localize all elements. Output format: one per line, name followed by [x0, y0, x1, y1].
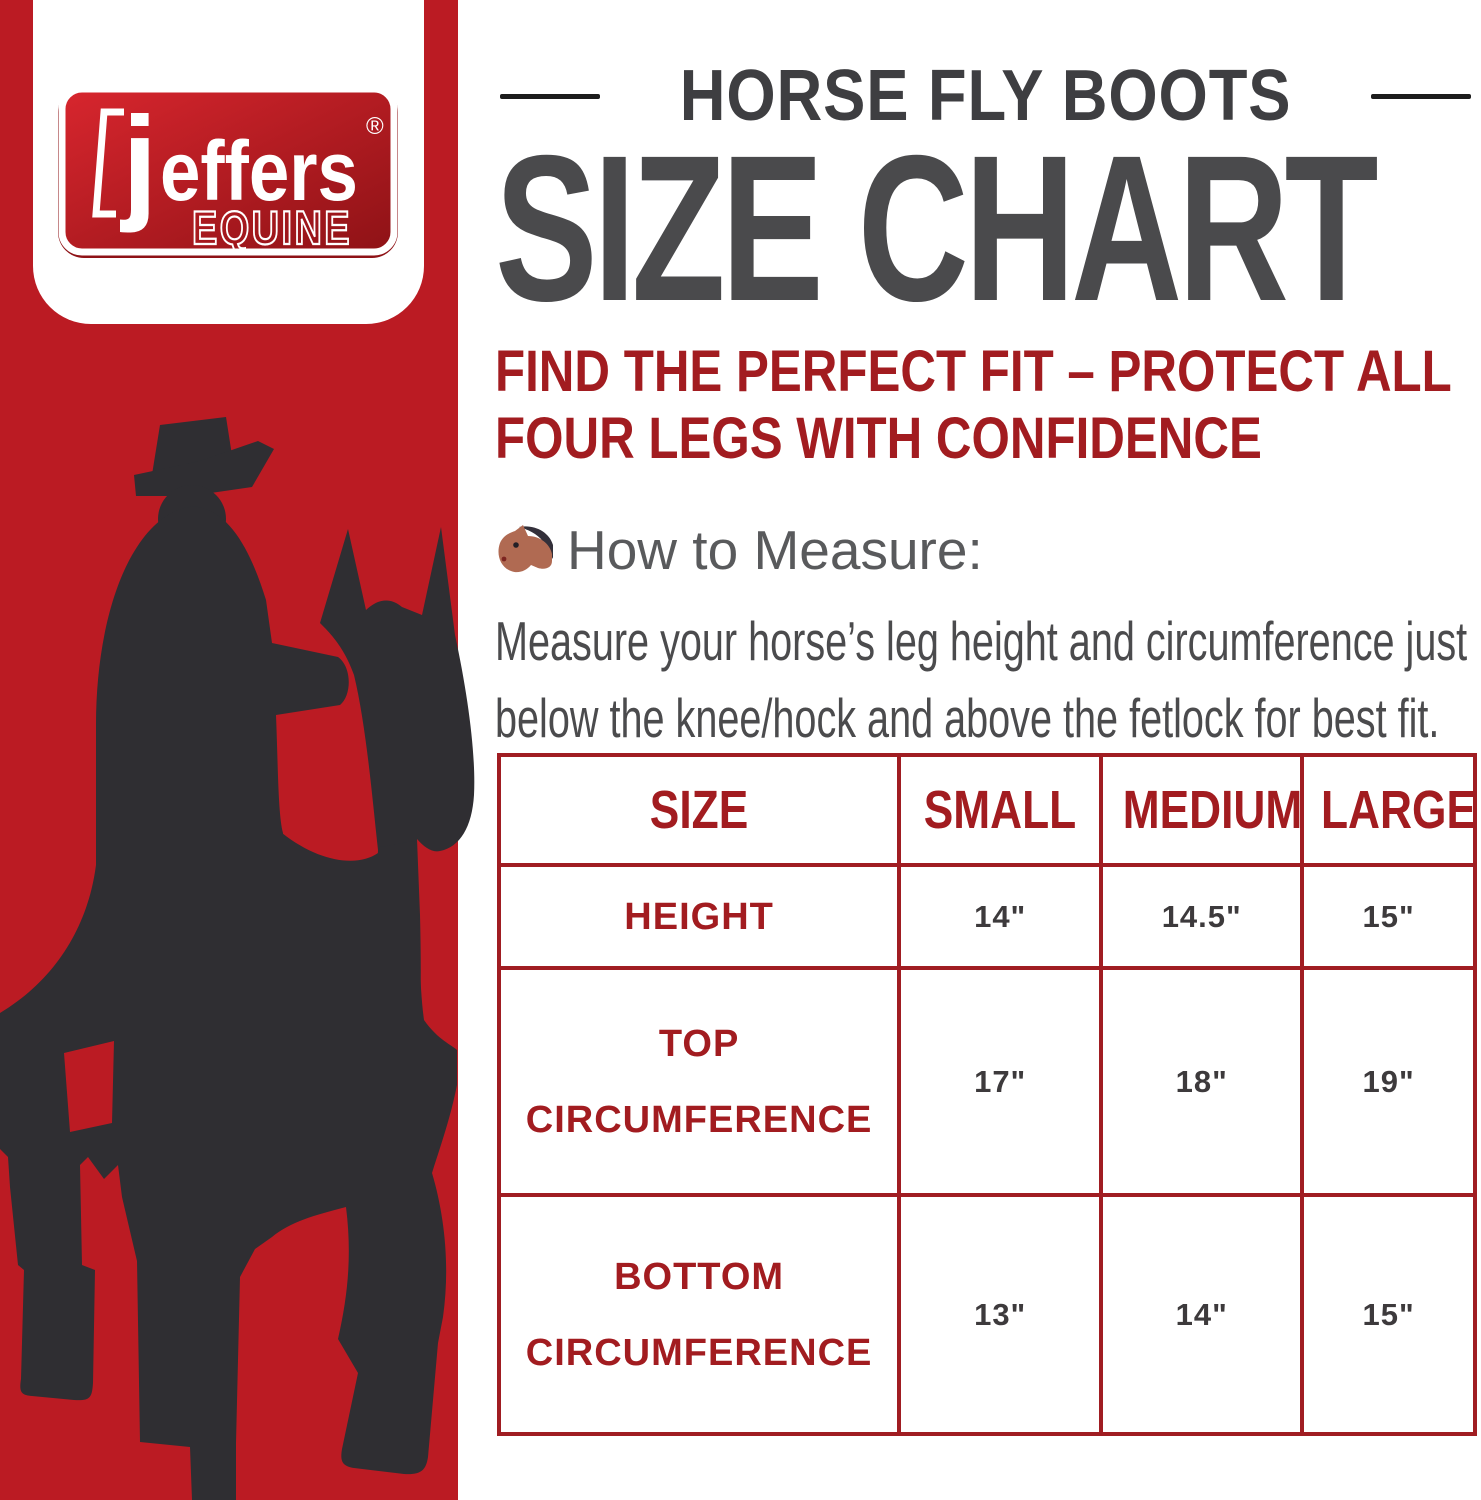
- logo-division: EQUINE: [192, 201, 352, 254]
- height-medium: 14.5": [1099, 863, 1305, 970]
- height-large: 15": [1300, 863, 1477, 970]
- page-title: SIZE CHART: [495, 113, 1379, 345]
- cowboy-hat-brim: [134, 441, 274, 496]
- col-header-size: SIZE: [496, 753, 902, 867]
- col-header-small: SMALL: [897, 753, 1104, 867]
- col-header-large: LARGE: [1300, 753, 1477, 867]
- bottom-circumference-large: 15": [1300, 1193, 1477, 1436]
- kicker-row: HORSE FLY BOOTS: [493, 55, 1478, 137]
- measure-instructions-line1: Measure your horse’s leg height and circ…: [495, 610, 1468, 672]
- horse-head: [320, 527, 475, 1125]
- height-small: 14": [897, 863, 1104, 970]
- bottom-circumference-medium: 14": [1099, 1193, 1305, 1436]
- right-dash: [1371, 93, 1472, 99]
- jeffers-equine-logo: j effers ® EQUINE: [58, 86, 398, 258]
- logo-initial: j: [120, 91, 158, 234]
- table-row-height: HEIGHT 14" 14.5" 15": [496, 863, 1477, 970]
- table-row-top-circumference: TOP CIRCUMFERENCE 17" 18" 19": [496, 966, 1477, 1197]
- row-label-top-circumference: TOP CIRCUMFERENCE: [496, 966, 902, 1197]
- measure-instructions: Measure your horse’s leg height and circ…: [495, 603, 1481, 757]
- row-label-bottom-circumference: BOTTOM CIRCUMFERENCE: [496, 1193, 902, 1436]
- cowboy-torso: [96, 506, 349, 865]
- how-to-measure-heading-row: How to Measure:: [495, 518, 983, 582]
- how-to-measure-heading: How to Measure:: [567, 519, 983, 581]
- tagline-line1: FIND THE PERFECT FIT – PROTECT ALL: [495, 339, 1452, 404]
- table-row-bottom-circumference: BOTTOM CIRCUMFERENCE 13" 14" 15": [496, 1193, 1477, 1436]
- horse-emoji-icon: [498, 525, 553, 573]
- bottom-circumference-small: 13": [897, 1193, 1104, 1436]
- saddle-gap: [64, 1041, 114, 1132]
- product-name: HORSE FLY BOOTS: [679, 56, 1292, 136]
- logo-bracket-icon: [92, 108, 124, 218]
- row-label-height: HEIGHT: [496, 863, 902, 970]
- horse-body-legs: [0, 833, 457, 1500]
- top-circumference-small: 17": [897, 966, 1104, 1197]
- top-circumference-large: 19": [1300, 966, 1477, 1197]
- tagline: FIND THE PERFECT FIT – PROTECT ALL FOUR …: [495, 338, 1481, 472]
- cowboy-on-horse-silhouette-icon: [0, 417, 475, 1500]
- left-dash: [499, 93, 600, 99]
- measure-instructions-line2: below the knee/hock and above the fetloc…: [495, 687, 1440, 749]
- tagline-line2: FOUR LEGS WITH CONFIDENCE: [495, 406, 1262, 471]
- size-table: SIZE SMALL MEDIUM LARGE HEIGHT 14" 14.5"…: [496, 753, 1477, 1436]
- logo-card: j effers ® EQUINE: [33, 0, 424, 324]
- logo-badge-face: [58, 86, 398, 256]
- size-table-header-row: SIZE SMALL MEDIUM LARGE: [496, 753, 1477, 867]
- top-circumference-medium: 18": [1099, 966, 1305, 1197]
- logo-wordmark: effers: [160, 124, 358, 218]
- col-header-medium: MEDIUM: [1099, 753, 1305, 867]
- registered-mark: ®: [366, 113, 384, 140]
